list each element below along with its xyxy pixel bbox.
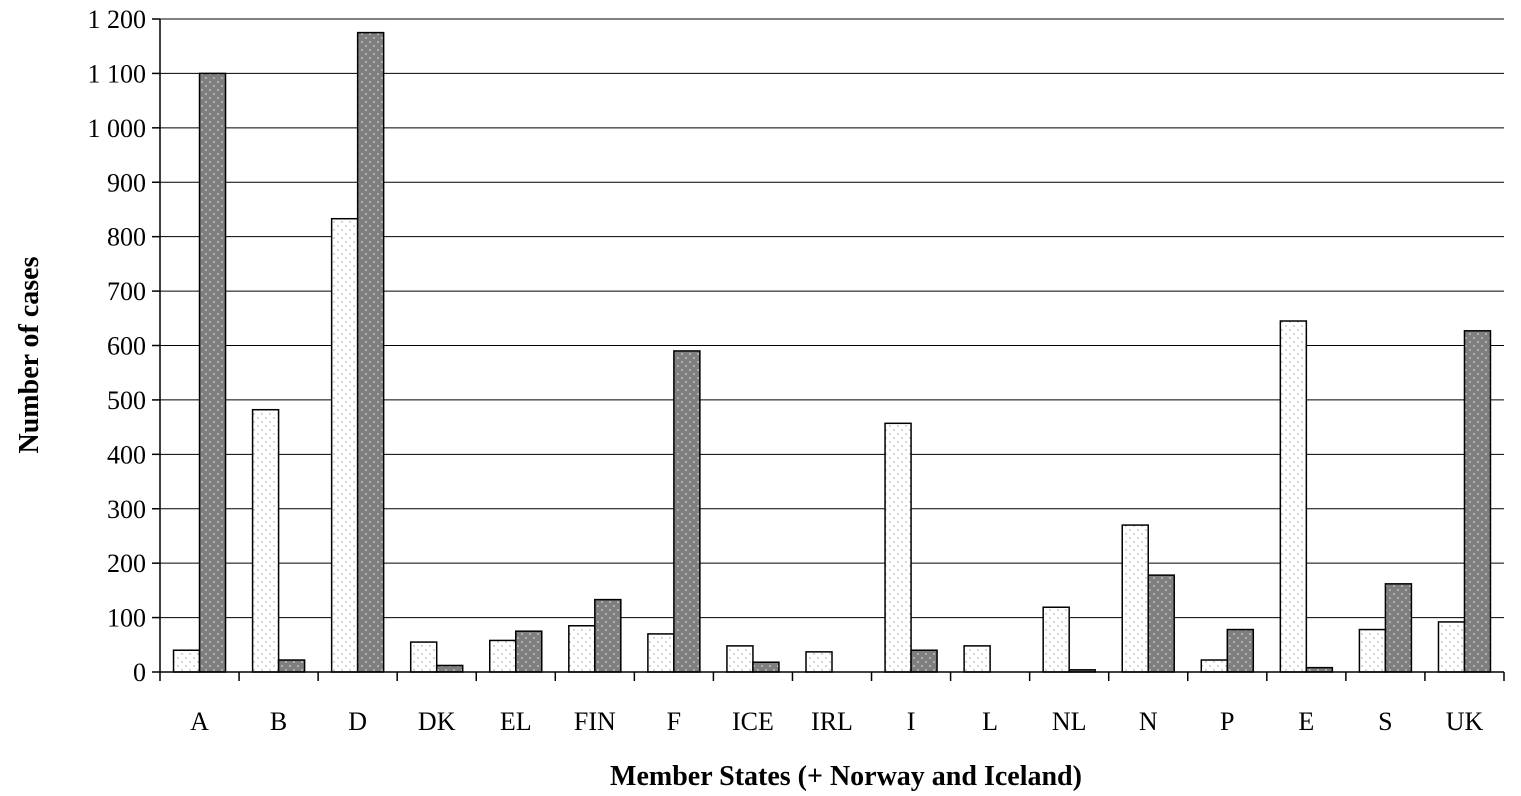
bar-ice-series-1 <box>726 645 754 673</box>
bar-b-series-1 <box>251 408 280 673</box>
x-tick-label: L <box>982 707 998 736</box>
bar-s-series-2 <box>1384 583 1413 673</box>
bar-e-series-1 <box>1279 320 1308 673</box>
bar-el-series-2 <box>515 630 543 673</box>
bar-nl-series-1 <box>1042 606 1070 673</box>
x-tick-label: NL <box>1052 707 1087 736</box>
y-tick-label: 1 200 <box>88 5 147 34</box>
x-tick-label: N <box>1139 707 1158 736</box>
y-tick-label: 500 <box>107 386 146 415</box>
y-tick-label: 200 <box>107 549 146 578</box>
bar-i-series-1 <box>884 422 912 673</box>
bar-f-series-1 <box>647 633 675 673</box>
y-tick-label: 1 000 <box>88 114 147 143</box>
bar-d-series-1 <box>330 217 359 673</box>
y-axis-title: Number of cases <box>14 256 45 453</box>
bar-l-series-1 <box>963 645 991 673</box>
bar-a-series-2 <box>198 72 227 673</box>
x-tick-label: E <box>1298 707 1314 736</box>
bar-el-series-1 <box>489 639 517 673</box>
y-tick-label: 0 <box>133 658 146 687</box>
bar-ice-series-2 <box>752 661 780 673</box>
bar-irl-series-1 <box>805 651 833 673</box>
x-tick-label: B <box>270 707 287 736</box>
x-tick-label: IRL <box>811 707 853 736</box>
bar-uk-series-1 <box>1437 621 1466 673</box>
bar-dk-series-2 <box>435 664 464 673</box>
bar-a-series-1 <box>172 649 201 673</box>
y-tick-label: 400 <box>107 440 146 469</box>
x-tick-label: I <box>907 707 916 736</box>
axes <box>152 18 1505 681</box>
y-tick-label: 600 <box>107 332 146 361</box>
x-tick-label: D <box>348 707 367 736</box>
bar-b-series-2 <box>277 659 306 673</box>
bar-fin-series-1 <box>568 624 596 673</box>
y-tick-label: 800 <box>107 223 146 252</box>
y-tick-label: 300 <box>107 495 146 524</box>
x-tick-label: UK <box>1446 707 1484 736</box>
bar-uk-series-2 <box>1463 330 1492 673</box>
x-tick-label: P <box>1220 707 1234 736</box>
y-tick-label: 700 <box>107 277 146 306</box>
x-tick-label: A <box>190 707 209 736</box>
bar-d-series-2 <box>356 31 385 673</box>
x-tick-label: ICE <box>732 707 774 736</box>
x-axis-title: Member States (+ Norway and Iceland) <box>610 761 1082 792</box>
x-tick-label: S <box>1378 707 1392 736</box>
bar-s-series-1 <box>1358 628 1387 673</box>
bar-fin-series-2 <box>594 598 622 673</box>
bar-f-series-2 <box>673 350 701 673</box>
bar-n-series-2 <box>1147 574 1175 673</box>
bar-p-series-2 <box>1226 628 1255 673</box>
y-tick-label: 1 100 <box>88 59 147 88</box>
bar-i-series-2 <box>910 649 938 673</box>
bar-dk-series-1 <box>409 641 438 673</box>
x-tick-label: DK <box>418 707 456 736</box>
bar-p-series-1 <box>1200 659 1229 673</box>
bars <box>172 31 1492 673</box>
x-tick-label: EL <box>500 707 532 736</box>
x-tick-label: F <box>667 707 681 736</box>
y-tick-label: 100 <box>107 604 146 633</box>
bar-n-series-1 <box>1121 524 1149 673</box>
tick-labels: 0 100 200 300 400 500 600 700 800 900 1 000 1 100 1 … <box>88 5 1484 736</box>
y-tick-label: 900 <box>107 168 146 197</box>
x-tick-label: FIN <box>574 707 616 736</box>
